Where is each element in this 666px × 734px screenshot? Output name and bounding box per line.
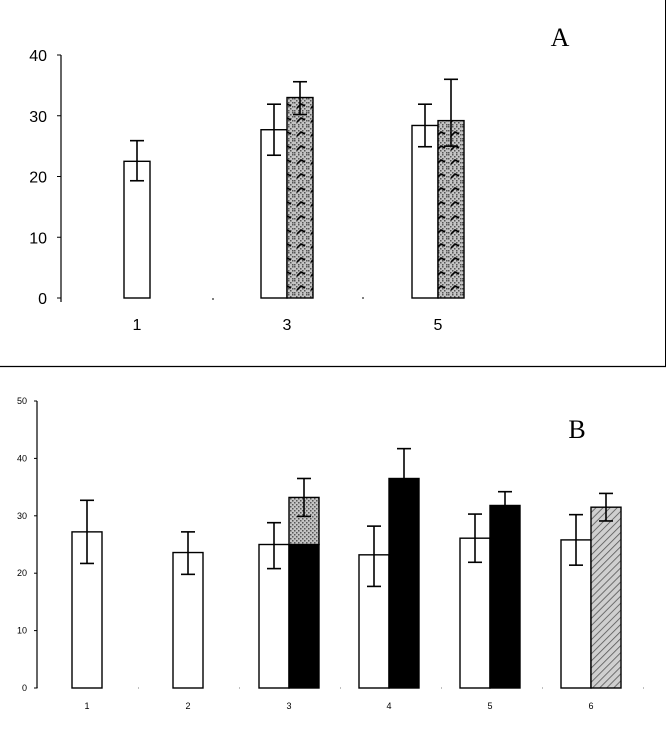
- y-tick-label: 0: [22, 683, 27, 693]
- bar: [286, 96, 314, 299]
- y-tick-label: 40: [17, 453, 27, 463]
- x-tick-label: 1: [133, 317, 142, 334]
- panel-a: 0 10 20 30 40 1 3 5 A: [29, 23, 569, 334]
- bar: [590, 506, 622, 689]
- y-tick-label: 40: [29, 48, 47, 65]
- x-tick-label: 4: [386, 701, 391, 711]
- x-tick-label: 5: [487, 701, 492, 711]
- x-tick-label: 2: [185, 701, 190, 711]
- y-tick-label: 20: [29, 170, 47, 187]
- x-tick-label: 1: [84, 701, 89, 711]
- panel-b: 0 10 20 30 40 50 1 2 3 4 5 6 B: [17, 396, 655, 711]
- x-tick-label: 6: [588, 701, 593, 711]
- panel-label-b: B: [568, 415, 585, 444]
- x-tick-label: 3: [283, 317, 292, 334]
- bar: [459, 537, 491, 689]
- bar: [411, 124, 439, 299]
- bar: [489, 504, 521, 689]
- panel-label-a: A: [551, 23, 570, 52]
- y-tick-label: 10: [17, 626, 27, 636]
- bar: [437, 119, 465, 299]
- y-tick-label: 20: [17, 568, 27, 578]
- y-tick-label: 50: [17, 396, 27, 406]
- bar: [388, 477, 420, 689]
- y-tick-label: 0: [38, 291, 47, 308]
- x-tick-label: 5: [434, 317, 443, 334]
- bar: [123, 160, 151, 299]
- y-tick-label: 10: [29, 230, 47, 247]
- y-tick-label: 30: [17, 511, 27, 521]
- y-tick-label: 30: [29, 109, 47, 126]
- x-tick-label: 3: [286, 701, 291, 711]
- bar: [288, 543, 320, 689]
